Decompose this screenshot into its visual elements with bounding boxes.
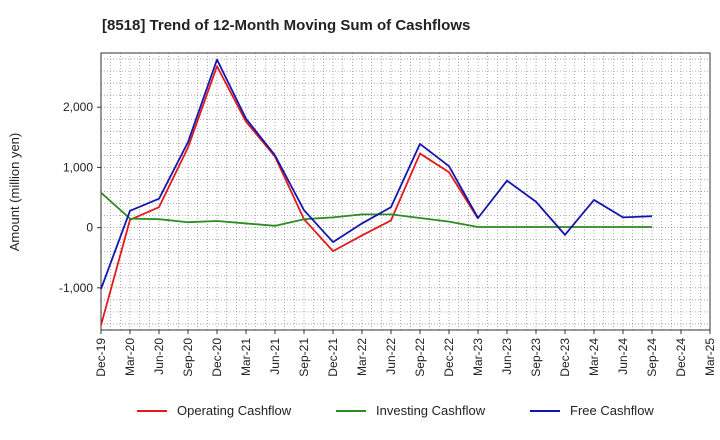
- axes: -1,000 0 1,000 2,000 Dec-19 Mar-20 Jun-20 Sep-2…: [59, 52, 717, 377]
- x-tick-label: Jun-20: [152, 338, 166, 375]
- x-tick-label: Dec-24: [674, 338, 688, 377]
- x-tick-label: Sep-21: [297, 338, 311, 377]
- y-tick-label: 0: [86, 221, 93, 235]
- x-tick-label: Sep-22: [413, 338, 427, 377]
- x-tick-label: Jun-22: [384, 338, 398, 375]
- legend: Operating Cashflow Investing Cashflow Free…: [137, 403, 654, 418]
- plot-border: [100, 52, 711, 331]
- x-tick-label: Mar-25: [703, 338, 717, 376]
- x-tick-label: Jun-23: [500, 338, 514, 375]
- x-tick-label: Jun-24: [616, 338, 630, 375]
- legend-item-operating-cashflow: Operating Cashflow: [137, 403, 292, 418]
- x-tick-label: Dec-22: [442, 338, 456, 377]
- grid: [100, 53, 711, 330]
- y-tick-label: -1,000: [59, 281, 93, 295]
- legend-item-free-cashflow: Free Cashflow: [530, 403, 654, 418]
- x-tick-label: Mar-24: [587, 338, 601, 376]
- x-tick-label: Mar-21: [239, 338, 253, 376]
- y-tick-label: 2,000: [63, 100, 93, 114]
- free-cashflow-line: [100, 58, 653, 290]
- x-tick-label: Jun-21: [268, 338, 282, 375]
- chart-title: [8518] Trend of 12-Month Moving Sum of C…: [102, 17, 470, 34]
- x-tick-label: Dec-23: [558, 338, 572, 377]
- legend-item-investing-cashflow: Investing Cashflow: [336, 403, 486, 418]
- x-tick-label: Sep-24: [645, 338, 659, 377]
- y-tick-label: 1,000: [63, 160, 93, 174]
- legend-label: Operating Cashflow: [177, 403, 292, 418]
- x-tick-label: Dec-19: [94, 338, 108, 377]
- x-tick-label: Dec-20: [210, 338, 224, 377]
- x-tick-label: Sep-20: [181, 338, 195, 377]
- x-tick-label: Mar-20: [123, 338, 137, 376]
- x-tick-label: Sep-23: [529, 338, 543, 377]
- operating-cashflow-line: [100, 65, 479, 326]
- series-lines: [100, 58, 653, 326]
- x-tick-label: Dec-21: [326, 338, 340, 377]
- plot-area: [101, 53, 710, 330]
- legend-label: Investing Cashflow: [376, 403, 486, 418]
- legend-label: Free Cashflow: [570, 403, 654, 418]
- x-tick-label: Mar-23: [471, 338, 485, 376]
- y-axis-title: Amount (million yen): [7, 133, 22, 252]
- x-tick-label: Mar-22: [355, 338, 369, 376]
